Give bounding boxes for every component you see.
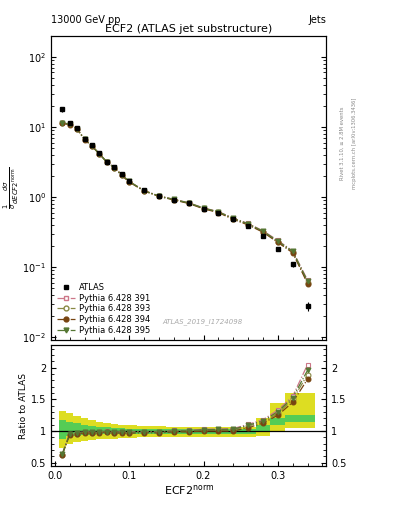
Text: ATLAS_2019_I1724098: ATLAS_2019_I1724098 bbox=[162, 318, 242, 325]
Text: Rivet 3.1.10, ≥ 2.8M events: Rivet 3.1.10, ≥ 2.8M events bbox=[340, 106, 345, 180]
X-axis label: ECF2$^{\rm norm}$: ECF2$^{\rm norm}$ bbox=[163, 483, 214, 497]
Text: 13000 GeV pp: 13000 GeV pp bbox=[51, 15, 121, 25]
Y-axis label: Ratio to ATLAS: Ratio to ATLAS bbox=[19, 373, 28, 439]
Y-axis label: $\frac{1}{\sigma}\frac{d\sigma}{dECF2^{\rm norm}}$: $\frac{1}{\sigma}\frac{d\sigma}{dECF2^{\… bbox=[2, 167, 21, 209]
Legend: ATLAS, Pythia 6.428 391, Pythia 6.428 393, Pythia 6.428 394, Pythia 6.428 395: ATLAS, Pythia 6.428 391, Pythia 6.428 39… bbox=[55, 281, 152, 336]
Title: ECF2 (ATLAS jet substructure): ECF2 (ATLAS jet substructure) bbox=[105, 24, 272, 34]
Text: mcplots.cern.ch [arXiv:1306.3436]: mcplots.cern.ch [arXiv:1306.3436] bbox=[352, 98, 357, 189]
Text: Jets: Jets bbox=[309, 15, 326, 25]
